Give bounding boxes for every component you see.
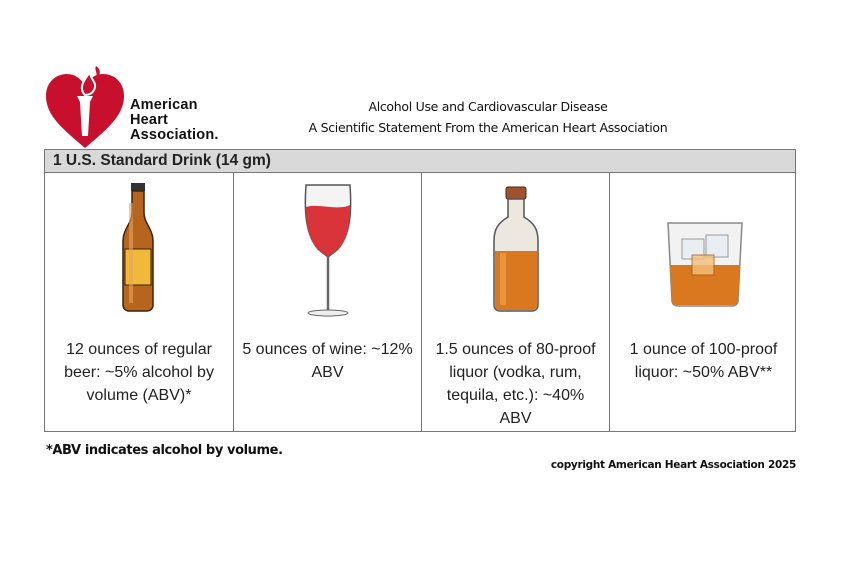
- logo-line: American: [130, 97, 198, 113]
- drink-table: 1 U.S. Standard Drink (14 gm) 12 ounces …: [44, 149, 796, 432]
- logo-line: Association.: [130, 127, 219, 143]
- wine-cell: 5 ounces of wine: ~12% ABV: [233, 173, 421, 431]
- cell-text: 5 ounces of wine: ~12% ABV: [242, 341, 413, 381]
- whiskey-icon: [667, 222, 743, 307]
- logo-mark: [46, 66, 124, 148]
- footnote: *ABV indicates alcohol by volume.: [46, 443, 283, 458]
- wine-icon: [304, 184, 352, 317]
- liquor-cell: 1.5 ounces of 80-proof liquor (vodka, ru…: [421, 173, 609, 431]
- cell-text: 12 ounces of regular beer: ~5% alcohol b…: [64, 341, 214, 404]
- title: Alcohol Use and Cardiovascular Disease: [368, 99, 608, 114]
- header: Alcohol Use and Cardiovascular Disease A…: [260, 96, 716, 138]
- beer-icon: [122, 183, 154, 312]
- table-heading: 1 U.S. Standard Drink (14 gm): [45, 150, 795, 173]
- beer-cell: 12 ounces of regular beer: ~5% alcohol b…: [45, 173, 233, 431]
- cell-text: 1.5 ounces of 80-proof liquor (vodka, ru…: [435, 341, 596, 427]
- subtitle: A Scientific Statement From the American…: [308, 120, 668, 135]
- whiskey-cell: 1 ounce of 100-proof liquor: ~50% ABV**: [609, 173, 797, 431]
- logo-line: Heart: [130, 112, 169, 128]
- copyright: copyright American Heart Association 202…: [550, 459, 796, 471]
- liquor-icon: [493, 186, 539, 312]
- logo-text: American Heart Association.: [130, 98, 219, 143]
- cell-text: 1 ounce of 100-proof liquor: ~50% ABV**: [629, 341, 778, 381]
